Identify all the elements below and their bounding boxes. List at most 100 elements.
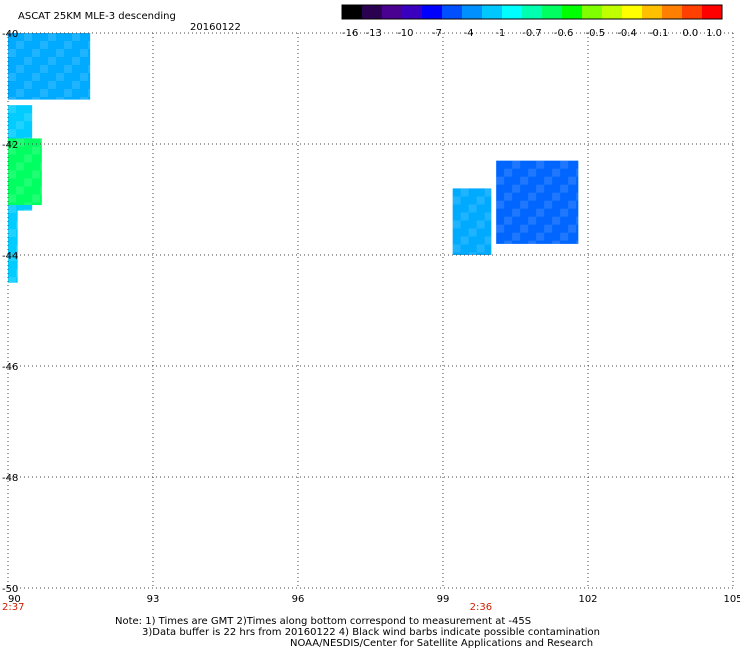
- swath-cell: [16, 138, 24, 147]
- swath-cell: [560, 160, 569, 169]
- swath-cell: [528, 168, 537, 177]
- cbar-tick-label: -13: [365, 28, 381, 39]
- swath-cell: [8, 97, 16, 100]
- color-swatch: [442, 5, 463, 19]
- swath-cell: [8, 253, 16, 262]
- swath-cell: [16, 162, 24, 171]
- swath-cell: [16, 221, 18, 230]
- swath-cell: [40, 162, 42, 171]
- swath-cell: [576, 240, 579, 244]
- swath-block: [8, 138, 42, 206]
- color-swatch: [542, 5, 563, 19]
- swath-cell: [496, 176, 505, 185]
- swath-cell: [552, 168, 561, 177]
- swath-cell: [460, 236, 469, 245]
- swath-cell: [8, 277, 16, 283]
- lon-tick-label: 93: [147, 594, 160, 605]
- swath-cell: [528, 216, 537, 225]
- swath-cell: [544, 224, 553, 233]
- swath-cell: [8, 170, 16, 179]
- color-swatch: [402, 5, 423, 19]
- swath-cell: [552, 216, 561, 225]
- note-line-1: Note: 1) Times are GMT 2)Times along bot…: [115, 616, 532, 627]
- swath-cell: [24, 202, 32, 206]
- swath-cell: [56, 73, 64, 81]
- lat-tick-label: -46: [2, 362, 18, 373]
- swath-cell: [512, 160, 521, 169]
- color-swatch: [642, 5, 663, 19]
- swath-cell: [544, 176, 553, 185]
- swath-cell: [568, 224, 577, 233]
- color-swatch: [462, 5, 483, 19]
- swath-cell: [568, 200, 577, 209]
- swath-cell: [452, 244, 461, 253]
- lon-tick-label: 102: [578, 594, 597, 605]
- lat-tick-label: -42: [2, 140, 18, 151]
- swath-cell: [32, 97, 40, 100]
- color-swatch: [582, 5, 603, 19]
- swath-cell: [520, 224, 529, 233]
- swath-cell: [72, 81, 80, 89]
- swath-cell: [8, 73, 16, 81]
- swath-cell: [40, 89, 48, 97]
- swath-cell: [452, 220, 461, 229]
- cbar-tick-label: -0.6: [554, 28, 574, 39]
- swath-cell: [560, 208, 569, 217]
- swath-cell: [536, 184, 545, 193]
- swath-cell: [468, 252, 477, 255]
- swath-cell: [72, 57, 80, 65]
- lon-tick-label: 90: [8, 594, 21, 605]
- cbar-tick-label: -0.5: [586, 28, 606, 39]
- cbar-tick-label: 1.0: [706, 28, 722, 39]
- swath-cell: [80, 49, 88, 57]
- lat-tick-label: -48: [2, 473, 18, 484]
- swath-cell: [16, 89, 24, 97]
- swath-cell: [460, 188, 469, 197]
- color-swatch: [502, 5, 523, 19]
- swath-cell: [460, 212, 469, 221]
- pass-time-label: 2:36: [470, 602, 492, 613]
- swath-cell: [576, 168, 579, 177]
- swath-cell: [520, 200, 529, 209]
- latitude-labels: -40 -42 -44 -46 -48 -50: [2, 29, 18, 595]
- swath-cell: [8, 146, 16, 155]
- swath-cell: [24, 57, 32, 65]
- swath-cell: [8, 229, 16, 238]
- swath-cell: [536, 208, 545, 217]
- swath-cell: [16, 245, 18, 254]
- swath-cell: [504, 192, 513, 201]
- swath-cell: [8, 129, 16, 138]
- swath-cell: [452, 196, 461, 205]
- swath-cell: [468, 228, 477, 237]
- swath-cell: [576, 192, 579, 201]
- swath-cell: [8, 49, 16, 57]
- cbar-tick-label: -10: [397, 28, 413, 39]
- swath-cell: [16, 65, 24, 73]
- swath-block: [452, 188, 492, 255]
- colorbar-frame: [341, 4, 723, 20]
- swath-cell: [528, 240, 537, 244]
- color-swatch: [342, 5, 363, 19]
- swath-block: [8, 33, 91, 100]
- swath-cell: [484, 236, 492, 245]
- swath-cell: [64, 41, 72, 49]
- swath-cell: [520, 176, 529, 185]
- swath-cell: [560, 232, 569, 241]
- swath-cell: [528, 192, 537, 201]
- swath-cell: [32, 170, 40, 179]
- swath-cell: [8, 205, 16, 214]
- swath-cell: [496, 224, 505, 233]
- swath-cell: [552, 192, 561, 201]
- lon-tick-label: 96: [292, 594, 305, 605]
- swath-cell: [40, 186, 42, 195]
- color-swatch: [702, 5, 723, 19]
- swath-cell: [32, 73, 40, 81]
- swath-cell: [476, 196, 485, 205]
- swath-cell: [504, 216, 513, 225]
- swath-block: [8, 205, 18, 283]
- swath-cell: [552, 240, 561, 244]
- product-date: 20160122: [190, 22, 241, 33]
- swath-cell: [536, 232, 545, 241]
- lat-tick-label: -50: [2, 584, 18, 595]
